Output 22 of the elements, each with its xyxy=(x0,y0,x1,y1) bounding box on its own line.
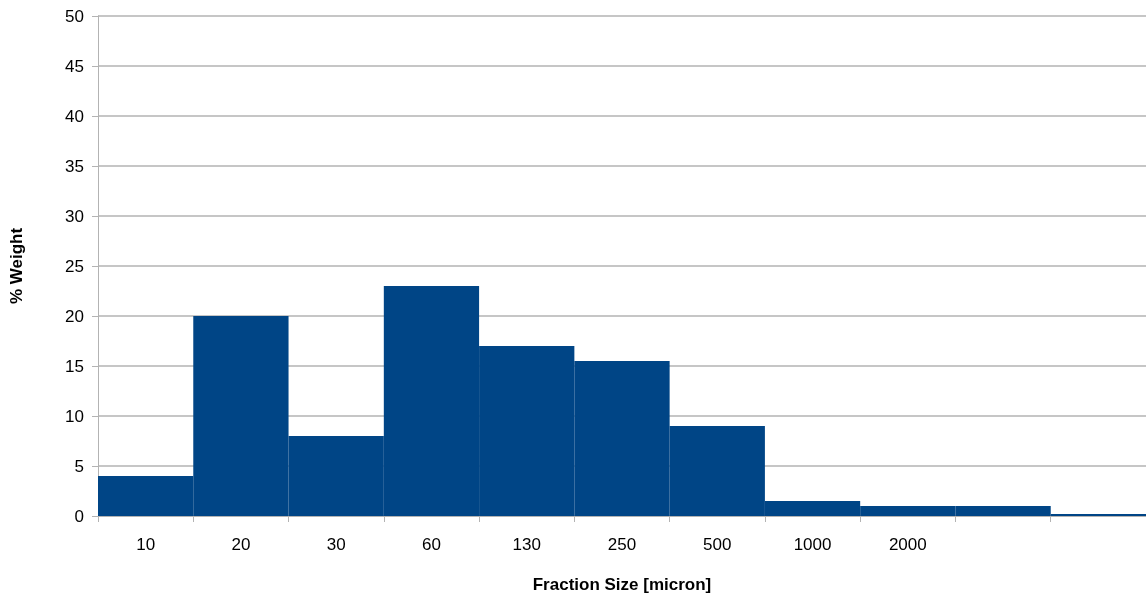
x-tick-label: 500 xyxy=(703,535,732,554)
y-tick-label: 40 xyxy=(65,106,84,126)
y-tick-label: 0 xyxy=(74,506,84,526)
x-tick-label: 30 xyxy=(326,535,346,554)
y-tick-label: 20 xyxy=(65,306,84,326)
x-axis-title: Fraction Size [micron] xyxy=(532,575,712,594)
x-tick-label: 250 xyxy=(607,535,637,554)
y-tick-label: 50 xyxy=(65,6,84,26)
x-tick-label: 20 xyxy=(231,535,251,554)
x-tick-label: 1000 xyxy=(793,535,832,554)
y-tick-label: 25 xyxy=(65,256,84,276)
y-tick-label: 15 xyxy=(65,356,84,376)
y-tick-label: 5 xyxy=(74,456,84,476)
y-tick-label: 30 xyxy=(65,206,84,226)
y-axis-title: % Weight xyxy=(7,227,26,305)
y-tick-label: 10 xyxy=(65,406,84,426)
x-tick-label: 2000 xyxy=(888,535,927,554)
x-tick-label: 60 xyxy=(421,535,441,554)
y-tick-label: 45 xyxy=(65,56,84,76)
x-tick-label: 130 xyxy=(512,535,541,554)
x-tick-label: 10 xyxy=(136,535,156,554)
y-tick-label: 35 xyxy=(65,156,84,176)
